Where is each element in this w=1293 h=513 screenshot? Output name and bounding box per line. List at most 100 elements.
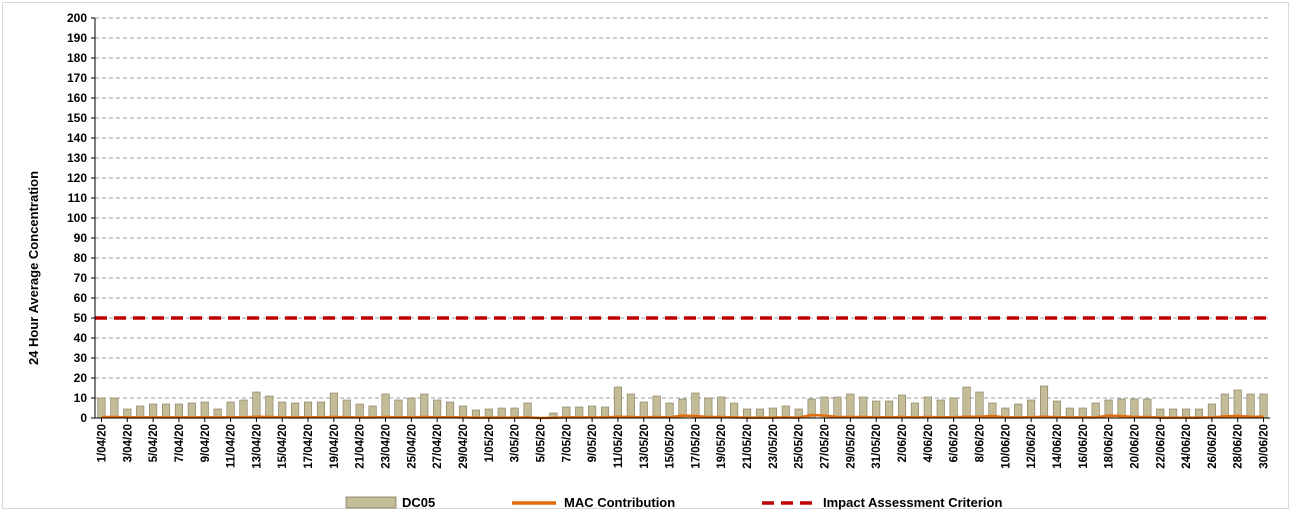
x-tick-label: 21/04/20 xyxy=(355,424,367,469)
y-axis-label: 24 Hour Average Concentration xyxy=(26,171,41,365)
x-tick-label: 3/05/20 xyxy=(510,424,522,462)
x-tick-label: 17/05/20 xyxy=(690,424,702,469)
y-tick-label: 40 xyxy=(74,331,88,345)
dc05-bar xyxy=(420,393,429,419)
x-tick-label: 8/06/20 xyxy=(974,424,986,462)
dc05-bar xyxy=(355,403,364,419)
dc05-bar xyxy=(1246,393,1255,419)
x-tick-label: 28/06/20 xyxy=(1233,424,1245,469)
x-tick-label: 5/05/20 xyxy=(535,424,547,462)
y-tick-label: 200 xyxy=(67,11,87,25)
x-tick-label: 1/05/20 xyxy=(484,424,496,462)
x-tick-label: 15/05/20 xyxy=(665,424,677,469)
dc05-bar xyxy=(1259,393,1268,419)
x-tick-label: 22/06/20 xyxy=(1155,424,1167,469)
x-tick-label: 24/06/20 xyxy=(1181,424,1193,469)
y-tick-label: 90 xyxy=(74,231,88,245)
y-tick-label: 170 xyxy=(67,71,87,85)
mac-contribution-line xyxy=(101,413,1264,420)
dc05-bar xyxy=(407,397,416,419)
dc05-bar xyxy=(846,393,855,419)
dc05-bar xyxy=(303,401,313,419)
x-tick-label: 26/06/20 xyxy=(1207,424,1219,469)
dc05-bar xyxy=(897,394,907,419)
dc05-bar xyxy=(1207,403,1216,419)
x-tick-label: 3/04/20 xyxy=(122,424,134,462)
dc05-bar xyxy=(923,396,932,419)
x-tick-label: 16/06/20 xyxy=(1078,424,1090,469)
dc05-bar xyxy=(1130,398,1139,419)
legend: DC05 MAC Contribution Impact Assessment Cr… xyxy=(345,495,1002,510)
dc05-bar xyxy=(652,395,661,419)
y-tick-label: 130 xyxy=(67,151,87,165)
x-tick-label: 10/06/20 xyxy=(1000,424,1012,469)
dc05-bar xyxy=(885,400,894,419)
x-tick-label: 20/06/20 xyxy=(1129,424,1141,469)
x-tick-label: 19/05/20 xyxy=(716,424,728,469)
dc05-bar xyxy=(278,401,287,419)
legend-swatch-dc05 xyxy=(345,496,397,509)
legend-label-criterion: Impact Assessment Criterion xyxy=(823,495,1002,510)
x-tick-label: 9/05/20 xyxy=(587,424,599,462)
dc05-bars xyxy=(97,385,1268,419)
dc05-bar xyxy=(691,392,700,419)
dc05-bar xyxy=(872,400,881,419)
dc05-bar xyxy=(200,401,209,419)
x-tick-label: 19/04/20 xyxy=(329,424,341,469)
x-tick-label: 30/06/20 xyxy=(1259,424,1271,469)
dc05-bar xyxy=(1143,398,1152,419)
y-tick-label: 140 xyxy=(67,131,87,145)
dc05-bar xyxy=(1052,400,1061,419)
dc05-bar xyxy=(704,397,713,419)
dc05-bar xyxy=(265,395,274,419)
y-tick-label: 180 xyxy=(67,51,87,65)
dc05-bar xyxy=(187,402,196,419)
y-tick-label: 80 xyxy=(74,251,88,265)
dc05-bar xyxy=(329,392,338,419)
x-tick-label: 11/04/20 xyxy=(226,424,238,468)
y-tick-label: 100 xyxy=(67,211,87,225)
dc05-bar xyxy=(1014,403,1023,419)
dc05-bar xyxy=(252,391,261,419)
dc05-bar xyxy=(1027,399,1036,419)
y-tick-label: 60 xyxy=(74,291,88,305)
dc05-bar xyxy=(859,396,868,419)
y-tick-label: 120 xyxy=(67,171,87,185)
x-tick-label: 9/04/20 xyxy=(200,424,212,462)
dc05-bar xyxy=(433,399,442,419)
x-tick-label: 7/05/20 xyxy=(561,424,573,462)
dc05-bar xyxy=(316,401,326,419)
y-tick-label: 110 xyxy=(68,191,88,205)
dc05-bar xyxy=(446,401,455,419)
dc05-bar xyxy=(665,402,674,419)
x-tick-label: 13/05/20 xyxy=(639,424,651,469)
x-tick-label: 29/05/20 xyxy=(845,424,857,469)
dc05-bar xyxy=(1091,402,1100,419)
x-tick-label: 1/04/20 xyxy=(96,424,108,462)
y-tick-label: 160 xyxy=(67,91,87,105)
gridlines xyxy=(95,17,1270,399)
dc05-bar xyxy=(110,397,119,419)
dc05-bar xyxy=(394,399,403,419)
dc05-bar xyxy=(149,403,158,419)
dc05-bar xyxy=(1233,389,1242,419)
dc05-bar xyxy=(936,399,945,419)
dc05-bar xyxy=(975,391,984,419)
dc05-bar xyxy=(161,403,171,419)
dc05-bar xyxy=(97,397,106,419)
dc05-bar xyxy=(949,397,958,419)
dc05-bar xyxy=(1220,393,1229,419)
x-tick-label: 4/06/20 xyxy=(923,424,935,462)
x-tick-label: 2/06/20 xyxy=(897,424,909,462)
x-tick-label: 21/05/20 xyxy=(742,424,754,469)
dc05-bar xyxy=(342,399,351,419)
x-tick-label: 5/04/20 xyxy=(148,424,160,462)
dc05-bar xyxy=(626,393,635,419)
y-tick-label: 150 xyxy=(67,111,87,125)
x-tick-label: 23/05/20 xyxy=(768,424,780,469)
dc05-bar xyxy=(381,393,390,419)
dc05-bar xyxy=(1039,385,1049,419)
x-tick-label: 17/04/20 xyxy=(303,424,315,469)
x-tick-label: 25/04/20 xyxy=(406,424,418,469)
